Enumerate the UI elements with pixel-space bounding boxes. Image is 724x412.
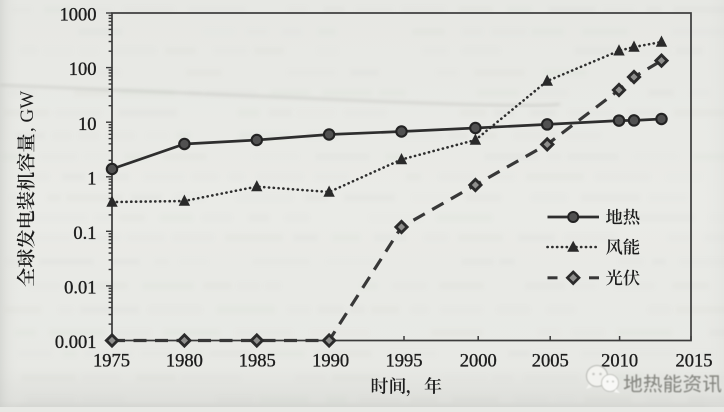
svg-text:2000: 2000: [460, 352, 497, 372]
svg-text:, GW: , GW: [17, 91, 38, 132]
svg-text:100: 100: [69, 60, 97, 80]
svg-text:0.001: 0.001: [55, 333, 97, 353]
svg-text:1995: 1995: [386, 352, 423, 372]
svg-text:0.1: 0.1: [73, 224, 96, 244]
svg-text:2015: 2015: [676, 352, 713, 372]
svg-text:1990: 1990: [312, 352, 349, 372]
svg-text:0.01: 0.01: [64, 279, 96, 299]
svg-text:10: 10: [78, 115, 97, 135]
svg-text:2005: 2005: [532, 352, 569, 372]
svg-text:1980: 1980: [166, 352, 203, 372]
svg-text:1000: 1000: [60, 6, 97, 26]
svg-text:1985: 1985: [239, 352, 276, 372]
svg-text:2010: 2010: [601, 352, 638, 372]
svg-text:1975: 1975: [93, 352, 130, 372]
svg-text:1: 1: [87, 169, 96, 189]
